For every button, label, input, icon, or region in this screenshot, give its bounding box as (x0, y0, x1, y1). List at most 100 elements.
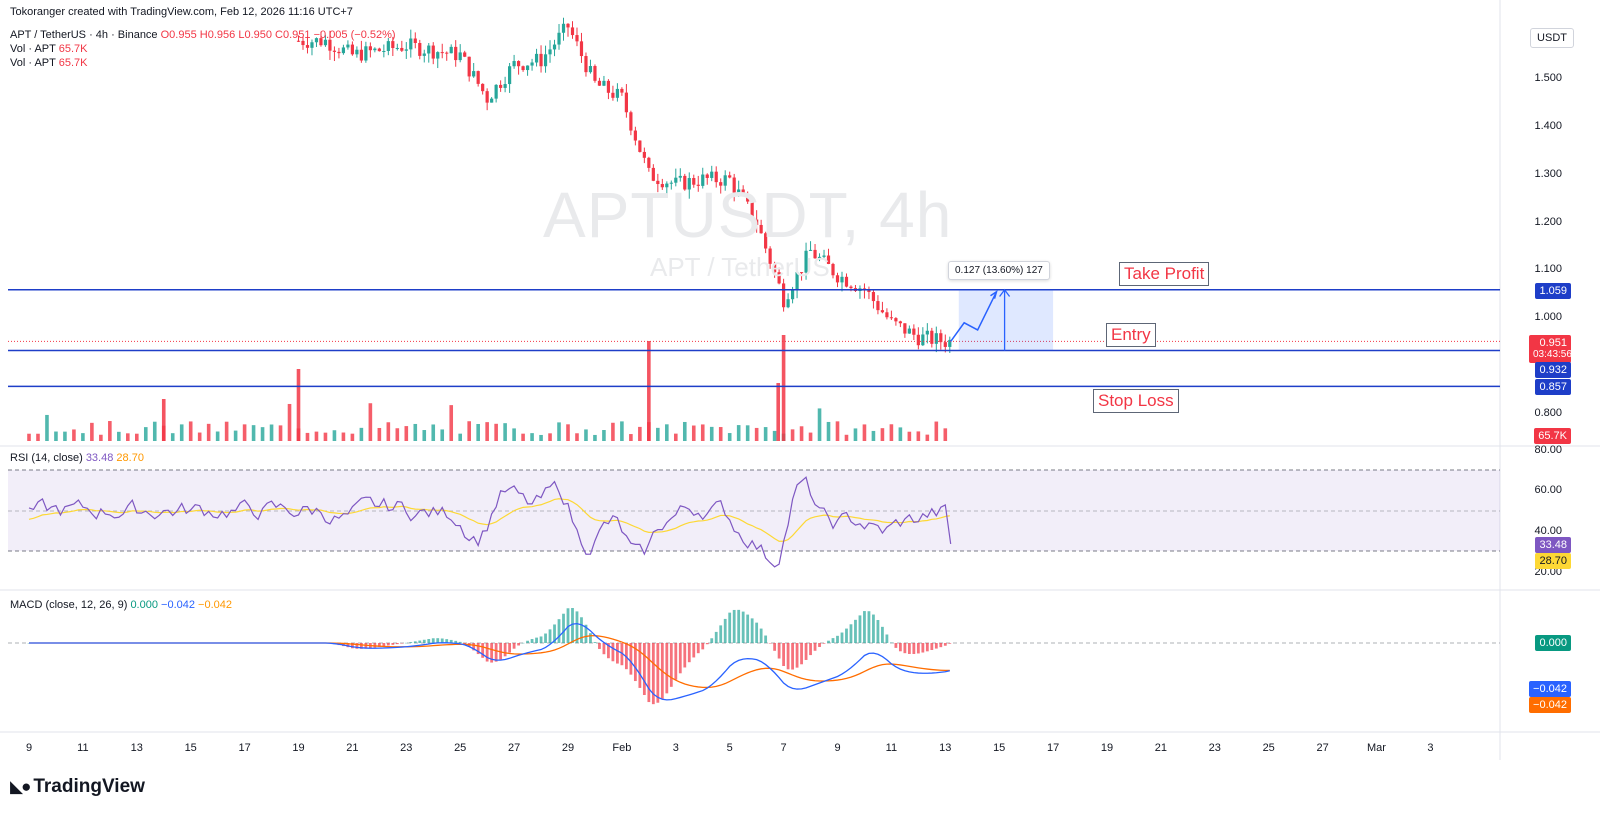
candle-body (359, 49, 363, 61)
time-tick: 19 (1100, 742, 1114, 754)
macd-histogram-bar (602, 643, 606, 655)
candle-body (871, 292, 876, 302)
symbol-name[interactable]: APT / TetherUS · 4h · Binance (10, 29, 158, 41)
macd-histogram-bar (894, 643, 898, 648)
volume-bar (449, 405, 454, 441)
candle-body (458, 52, 462, 61)
take-profit-label[interactable]: Take Profit (1119, 262, 1210, 286)
volume-bar (126, 433, 130, 441)
volume-bar (745, 425, 750, 441)
candle-body (355, 49, 359, 55)
macd-histogram-bar (400, 643, 404, 644)
volume-bar (682, 421, 687, 441)
rsi-line (28, 476, 952, 568)
time-tick: 9 (834, 742, 841, 754)
stop-loss-price-badge: 0.857 (1535, 379, 1571, 395)
time-tick: 25 (1262, 742, 1275, 754)
macd-histogram-bar (373, 643, 377, 648)
candle-body (319, 38, 323, 46)
candle-body (876, 301, 880, 311)
time-tick: 19 (292, 742, 305, 754)
macd-histogram-bar (593, 642, 597, 643)
entry-label[interactable]: Entry (1106, 323, 1156, 347)
take-profit-price-badge: 1.059 (1535, 283, 1571, 299)
macd-histogram-bar (921, 643, 925, 653)
candle-body (512, 61, 516, 67)
macd-histogram-bar (872, 614, 875, 643)
candle-body (525, 65, 530, 71)
symbol-header[interactable]: APT / TetherUS · 4h · Binance O0.955 H0.… (10, 28, 396, 42)
candle-body (409, 38, 413, 50)
volume-spike (647, 341, 651, 441)
volume-spike (296, 369, 301, 441)
macd-legend-label: MACD (close, 12, 26, 9) (10, 599, 128, 611)
rsi-legend[interactable]: RSI (14, close) 33.48 28.70 (10, 451, 144, 465)
candle-body (499, 84, 503, 88)
macd-histogram-bar (656, 643, 660, 703)
macd-histogram-bar (696, 643, 700, 654)
stop-loss-label[interactable]: Stop Loss (1093, 389, 1179, 413)
volume-bar (350, 433, 355, 441)
volume-bar (925, 434, 930, 441)
candle-body (939, 333, 943, 343)
volume-bar (458, 433, 462, 441)
macd-histogram-bar (544, 633, 547, 643)
volume-bar (674, 433, 678, 441)
candle-body (305, 45, 310, 48)
time-tick: 15 (184, 742, 197, 754)
volume-bar (99, 434, 103, 441)
macd-histogram-bar (418, 640, 422, 643)
volume-legend-label: Vol · APT (10, 57, 56, 69)
volume-legend-2[interactable]: Vol · APT 65.7K (10, 56, 87, 70)
projection-arrow-head (999, 288, 1011, 297)
currency-button[interactable]: USDT (1530, 28, 1574, 48)
candle-body (620, 88, 624, 93)
volume-bar (593, 434, 597, 441)
rsi-tick: 40.00 (1534, 525, 1562, 537)
volume-bar (665, 424, 669, 441)
price-tick: 1.400 (1534, 120, 1562, 132)
price-tick: 1.500 (1534, 72, 1562, 84)
candle-body (921, 334, 925, 346)
macd-histogram-bar (503, 643, 507, 657)
volume-bar (179, 424, 184, 441)
volume-bar (332, 430, 337, 441)
tradingview-logo[interactable]: ◣● TradingView (10, 776, 145, 798)
macd-histogram-bar (382, 643, 386, 647)
volume-bar (835, 421, 840, 441)
time-tick: 29 (561, 742, 575, 754)
candle-body (530, 62, 534, 66)
candle-body (773, 263, 777, 273)
candle-body (346, 44, 350, 48)
macd-histogram-bar (611, 643, 615, 662)
macd-legend[interactable]: MACD (close, 12, 26, 9) 0.000 −0.042 −0.… (10, 598, 232, 612)
macd-histogram-bar (589, 633, 592, 643)
macd-histogram-bar (912, 643, 916, 654)
volume-bar (305, 432, 310, 441)
macd-histogram-bar (669, 643, 673, 687)
volume-bar (287, 403, 292, 441)
volume-bar (853, 428, 858, 441)
candle-body (615, 88, 620, 98)
macd-histogram-bar (584, 624, 588, 643)
time-tick: 13 (130, 742, 143, 754)
macd-histogram-bar (539, 636, 543, 643)
volume-bar (260, 427, 265, 441)
price-tick: 1.300 (1534, 168, 1562, 180)
volume-bar (575, 433, 579, 441)
candle-body (948, 339, 952, 347)
macd-histogram-bar (836, 635, 839, 643)
volume-bar (206, 423, 211, 441)
macd-histogram-bar (840, 632, 844, 643)
volume-bar (314, 431, 319, 441)
volume-bar (323, 432, 328, 441)
time-tick: 11 (885, 742, 898, 754)
candle-body (301, 40, 305, 46)
macd-histogram-bar (804, 643, 808, 660)
macd-histogram-bar (925, 643, 929, 652)
volume-legend-1[interactable]: Vol · APT 65.7K (10, 42, 87, 56)
candle-body (611, 92, 615, 98)
candle-body (436, 52, 440, 59)
volume-bar (467, 421, 471, 441)
